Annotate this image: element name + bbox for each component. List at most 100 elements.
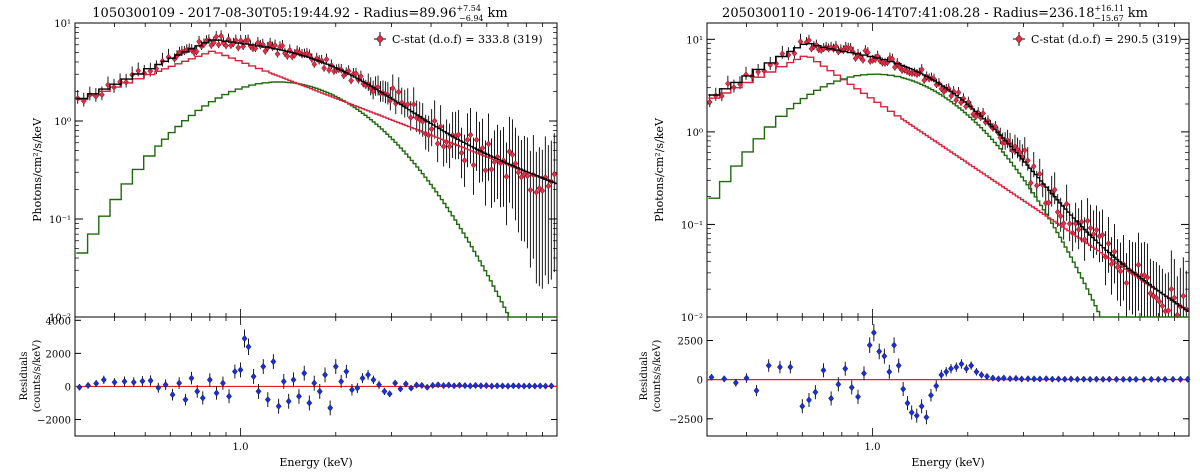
x-axis-label: Energy (keV): [911, 456, 984, 469]
spectrum-point: [948, 92, 955, 100]
residual-point: [226, 392, 232, 400]
residual-point: [162, 381, 169, 389]
panel-right: 2050300110 - 2019-06-14T07:41:08.28 - Ra…: [639, 4, 1191, 469]
residual-point: [260, 362, 267, 371]
residual-point: [206, 376, 213, 384]
spectrum-point: [918, 66, 925, 73]
y-tick-label: 10⁰: [54, 117, 71, 128]
residual-point: [408, 384, 415, 392]
spectrum-data-points: [706, 33, 1190, 319]
blackbody-model-line: [76, 81, 557, 318]
spectrum-point: [479, 144, 486, 152]
residual-point: [488, 382, 495, 390]
spectrum-point: [274, 50, 281, 58]
residual-point: [1177, 375, 1184, 383]
residual-point: [1113, 375, 1120, 383]
spectrum-point: [515, 168, 522, 176]
residual-point: [891, 341, 897, 349]
y-axis-label-residuals: Residuals: [639, 352, 650, 401]
residual-point: [995, 375, 1002, 383]
spectrum-point: [218, 32, 224, 40]
residual-point: [1068, 375, 1074, 383]
residual-point: [765, 361, 772, 370]
residual-point: [255, 387, 262, 395]
spectrum-point: [123, 78, 129, 86]
residual-point: [93, 379, 100, 388]
spectrum-point: [196, 38, 202, 46]
x-axis-label: Energy (keV): [279, 456, 352, 469]
chart-title-sup: +16.11: [1095, 4, 1125, 13]
residual-point: [1120, 375, 1127, 383]
spectrum-point: [1075, 226, 1082, 233]
total-model-line: [76, 39, 557, 185]
spectrum-point: [524, 172, 531, 180]
residual-y-ticks: −2000 0 2000 4000: [37, 316, 557, 426]
residual-point: [275, 402, 282, 410]
spectrum-point: [503, 173, 510, 180]
residual-point: [1061, 375, 1068, 383]
residual-point: [494, 382, 501, 390]
powerlaw-model-line: [76, 50, 557, 185]
residual-point: [413, 381, 420, 389]
residual-point: [1080, 375, 1087, 383]
chart-title: 1050300109 - 2017-08-30T05:19:44.92 - Ra…: [92, 4, 507, 23]
residual-point: [1148, 375, 1155, 383]
spectrum-point: [210, 39, 217, 46]
residual-point: [316, 387, 323, 395]
spectrum-point: [1033, 182, 1040, 190]
spectrum-point: [527, 186, 534, 194]
y-axis-label: Photons/cm²/s/keV: [31, 117, 44, 222]
residual-point: [1126, 375, 1133, 383]
residual-point: [392, 379, 399, 387]
residual-point: [537, 382, 544, 390]
spectrum-point: [1180, 292, 1187, 300]
spectrum-point: [262, 47, 269, 55]
residual-point: [445, 381, 452, 389]
residual-point: [787, 363, 794, 371]
y-axis-label-residuals: Residuals: [19, 352, 30, 401]
chart-title-unit: km: [488, 6, 508, 21]
residual-point: [1106, 375, 1113, 383]
spectrum-point: [1159, 302, 1166, 310]
spectrum-point: [135, 67, 142, 75]
residual-point: [943, 368, 950, 376]
residual-point: [900, 385, 907, 393]
spectrum-point: [533, 188, 540, 196]
spectrum-point: [348, 77, 354, 84]
residual-point: [176, 379, 183, 387]
residual-tick-label: −2500: [669, 415, 703, 426]
y-axis-label-residual-units: (counts/s/keV): [652, 340, 663, 413]
y-tick-label: 10⁻²: [681, 313, 703, 324]
spectrum-point: [473, 136, 480, 144]
residual-point: [418, 381, 425, 390]
residual-point: [440, 381, 447, 390]
spectrum-point: [1021, 146, 1028, 154]
spectrum-point: [1117, 267, 1124, 275]
spectrum-point: [482, 166, 489, 174]
spectrum-point: [235, 44, 242, 52]
residual-point: [290, 376, 297, 384]
spectrum-point: [706, 98, 713, 106]
residual-point: [402, 380, 409, 388]
spectrum-point: [321, 64, 327, 72]
model-curves: [708, 43, 1189, 318]
spectrum-point: [193, 48, 200, 55]
spectrum-point: [743, 71, 749, 79]
spectrum-point: [267, 40, 273, 47]
residual-frame: [706, 316, 1190, 437]
residual-point: [1133, 375, 1139, 383]
y-tick-label: 10⁻²: [49, 313, 71, 324]
residual-frame: [74, 316, 558, 437]
spectrum-point: [509, 151, 516, 159]
residual-point: [928, 391, 934, 399]
total-model-line: [708, 43, 1189, 312]
residual-point: [1100, 375, 1106, 383]
residual-point: [521, 382, 527, 390]
spectrum-point: [725, 80, 731, 87]
residual-point: [953, 363, 960, 371]
residual-point: [359, 374, 366, 382]
residual-point: [296, 392, 302, 400]
residual-point: [188, 374, 195, 382]
residual-point: [245, 343, 252, 351]
residual-point: [876, 347, 883, 356]
